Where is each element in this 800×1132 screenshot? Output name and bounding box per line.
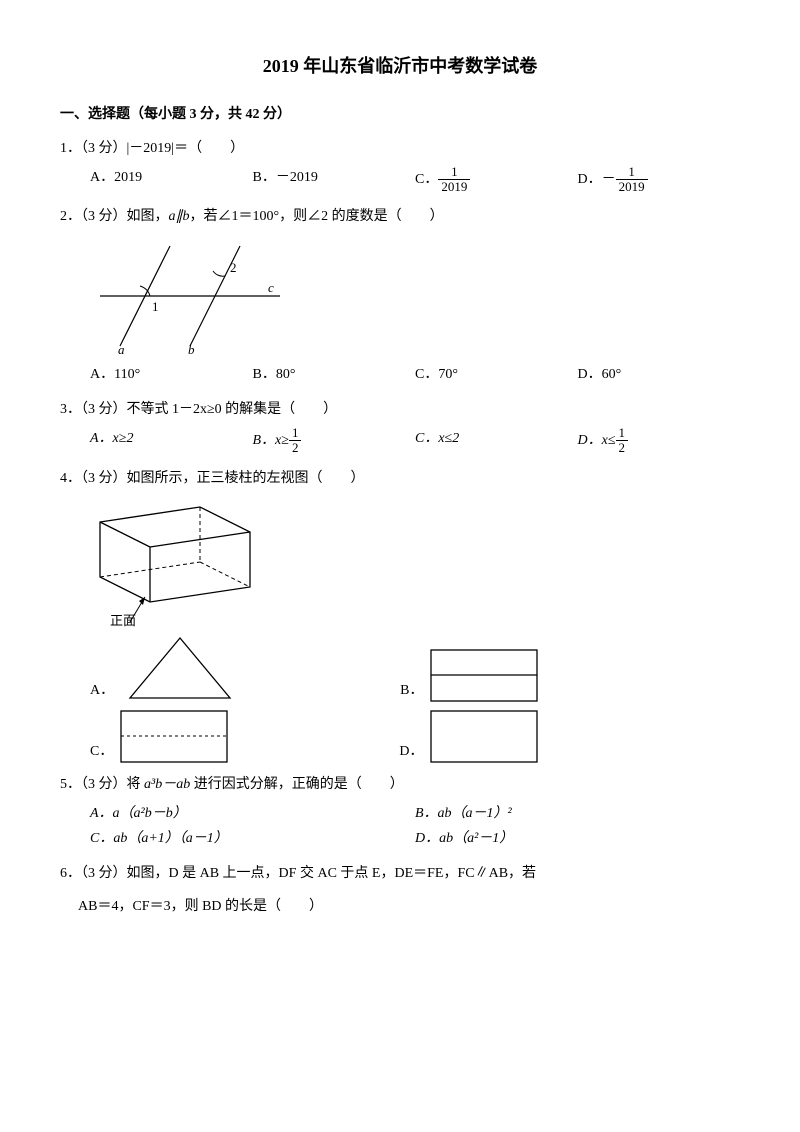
q2-stem-pre: 2．（3 分）如图， [60,209,169,224]
q5-optB[interactable]: B．ab（a－1）² [415,801,740,826]
q2-optC[interactable]: C．70° [415,362,578,387]
q1-optD[interactable]: D．－12019 [578,165,741,195]
q4-optB[interactable]: B． [400,648,539,703]
label-a: a [118,342,125,356]
q2-optB[interactable]: B．80° [253,362,416,387]
label-1: 1 [152,299,159,314]
q2-figure: 1 2 a b c [90,236,740,356]
fraction: 12019 [438,165,470,195]
q4-optB-label: B． [400,678,423,703]
q5-optA[interactable]: A．a（a²b－b） [90,801,415,826]
q5-stem-pre: 5．（3 分）将 [60,777,144,792]
q4-options-row2: C． D． [90,709,740,764]
q1-optC[interactable]: C．12019 [415,165,578,195]
q2-optA[interactable]: A．110° [90,362,253,387]
q5-optD[interactable]: D．ab（a²－1） [415,826,740,851]
q1-stem: 1．（3 分）|－2019|＝（ ） [60,136,740,161]
q2-stem-mid: a∥b [169,209,190,224]
q5-options: A．a（a²b－b） B．ab（a－1）² C．ab（a+1）（a－1） D．a… [90,801,740,851]
q2-stem: 2．（3 分）如图，a∥b，若∠1＝100°，则∠2 的度数是（ ） [60,204,740,229]
q5-expr: a³b－ab [144,777,190,792]
q5-stem-post: 进行因式分解，正确的是（ ） [190,777,404,792]
q3-optC[interactable]: C．x≤2 [415,426,578,456]
q4-optA[interactable]: A． [90,633,240,703]
q4-optD[interactable]: D． [399,709,539,764]
q4-options-row1: A． B． [90,633,740,703]
q4-stem: 4．（3 分）如图所示，正三棱柱的左视图（ ） [60,466,740,491]
label-c: c [268,280,274,295]
q3-stem: 3．（3 分）不等式 1－2x≥0 的解集是（ ） [60,397,740,422]
label-b: b [188,342,195,356]
q5-stem: 5．（3 分）将 a³b－ab 进行因式分解，正确的是（ ） [60,772,740,797]
q2-optD[interactable]: D．60° [578,362,741,387]
front-label: 正面 [110,613,136,627]
section-heading: 一、选择题（每小题 3 分，共 42 分） [60,102,740,127]
q3-options: A．x≥2 B．x≥12 C．x≤2 D．x≤12 [90,426,740,456]
q3-optB[interactable]: B．x≥12 [253,426,416,456]
q4-optC[interactable]: C． [90,709,229,764]
q6-line2: AB＝4，CF＝3，则 BD 的长是（ ） [78,894,740,919]
q4-prism: 正面 [90,497,740,627]
q1-options: A．2019 B．－2019 C．12019 D．－12019 [90,165,740,195]
q1-optB[interactable]: B．－2019 [253,165,416,195]
q2-stem-post: ，若∠1＝100°，则∠2 的度数是（ ） [190,209,444,224]
label-2: 2 [230,260,237,275]
q4-optD-label: D． [399,739,423,764]
q2-options: A．110° B．80° C．70° D．60° [90,362,740,387]
q1-optA[interactable]: A．2019 [90,165,253,195]
q4-optC-label: C． [90,739,113,764]
q4-optA-label: A． [90,678,114,703]
q1-optD-pre: D．－ [578,172,616,187]
q5-optC[interactable]: C．ab（a+1）（a－1） [90,826,415,851]
q3-optD[interactable]: D．x≤12 [578,426,741,456]
q6-line1: 6．（3 分）如图，D 是 AB 上一点，DF 交 AC 于点 E，DE＝FE，… [60,861,740,886]
fraction: 12019 [616,165,648,195]
q3-optA[interactable]: A．x≥2 [90,426,253,456]
q1-optC-pre: C． [415,172,438,187]
page-title: 2019 年山东省临沂市中考数学试卷 [60,50,740,82]
